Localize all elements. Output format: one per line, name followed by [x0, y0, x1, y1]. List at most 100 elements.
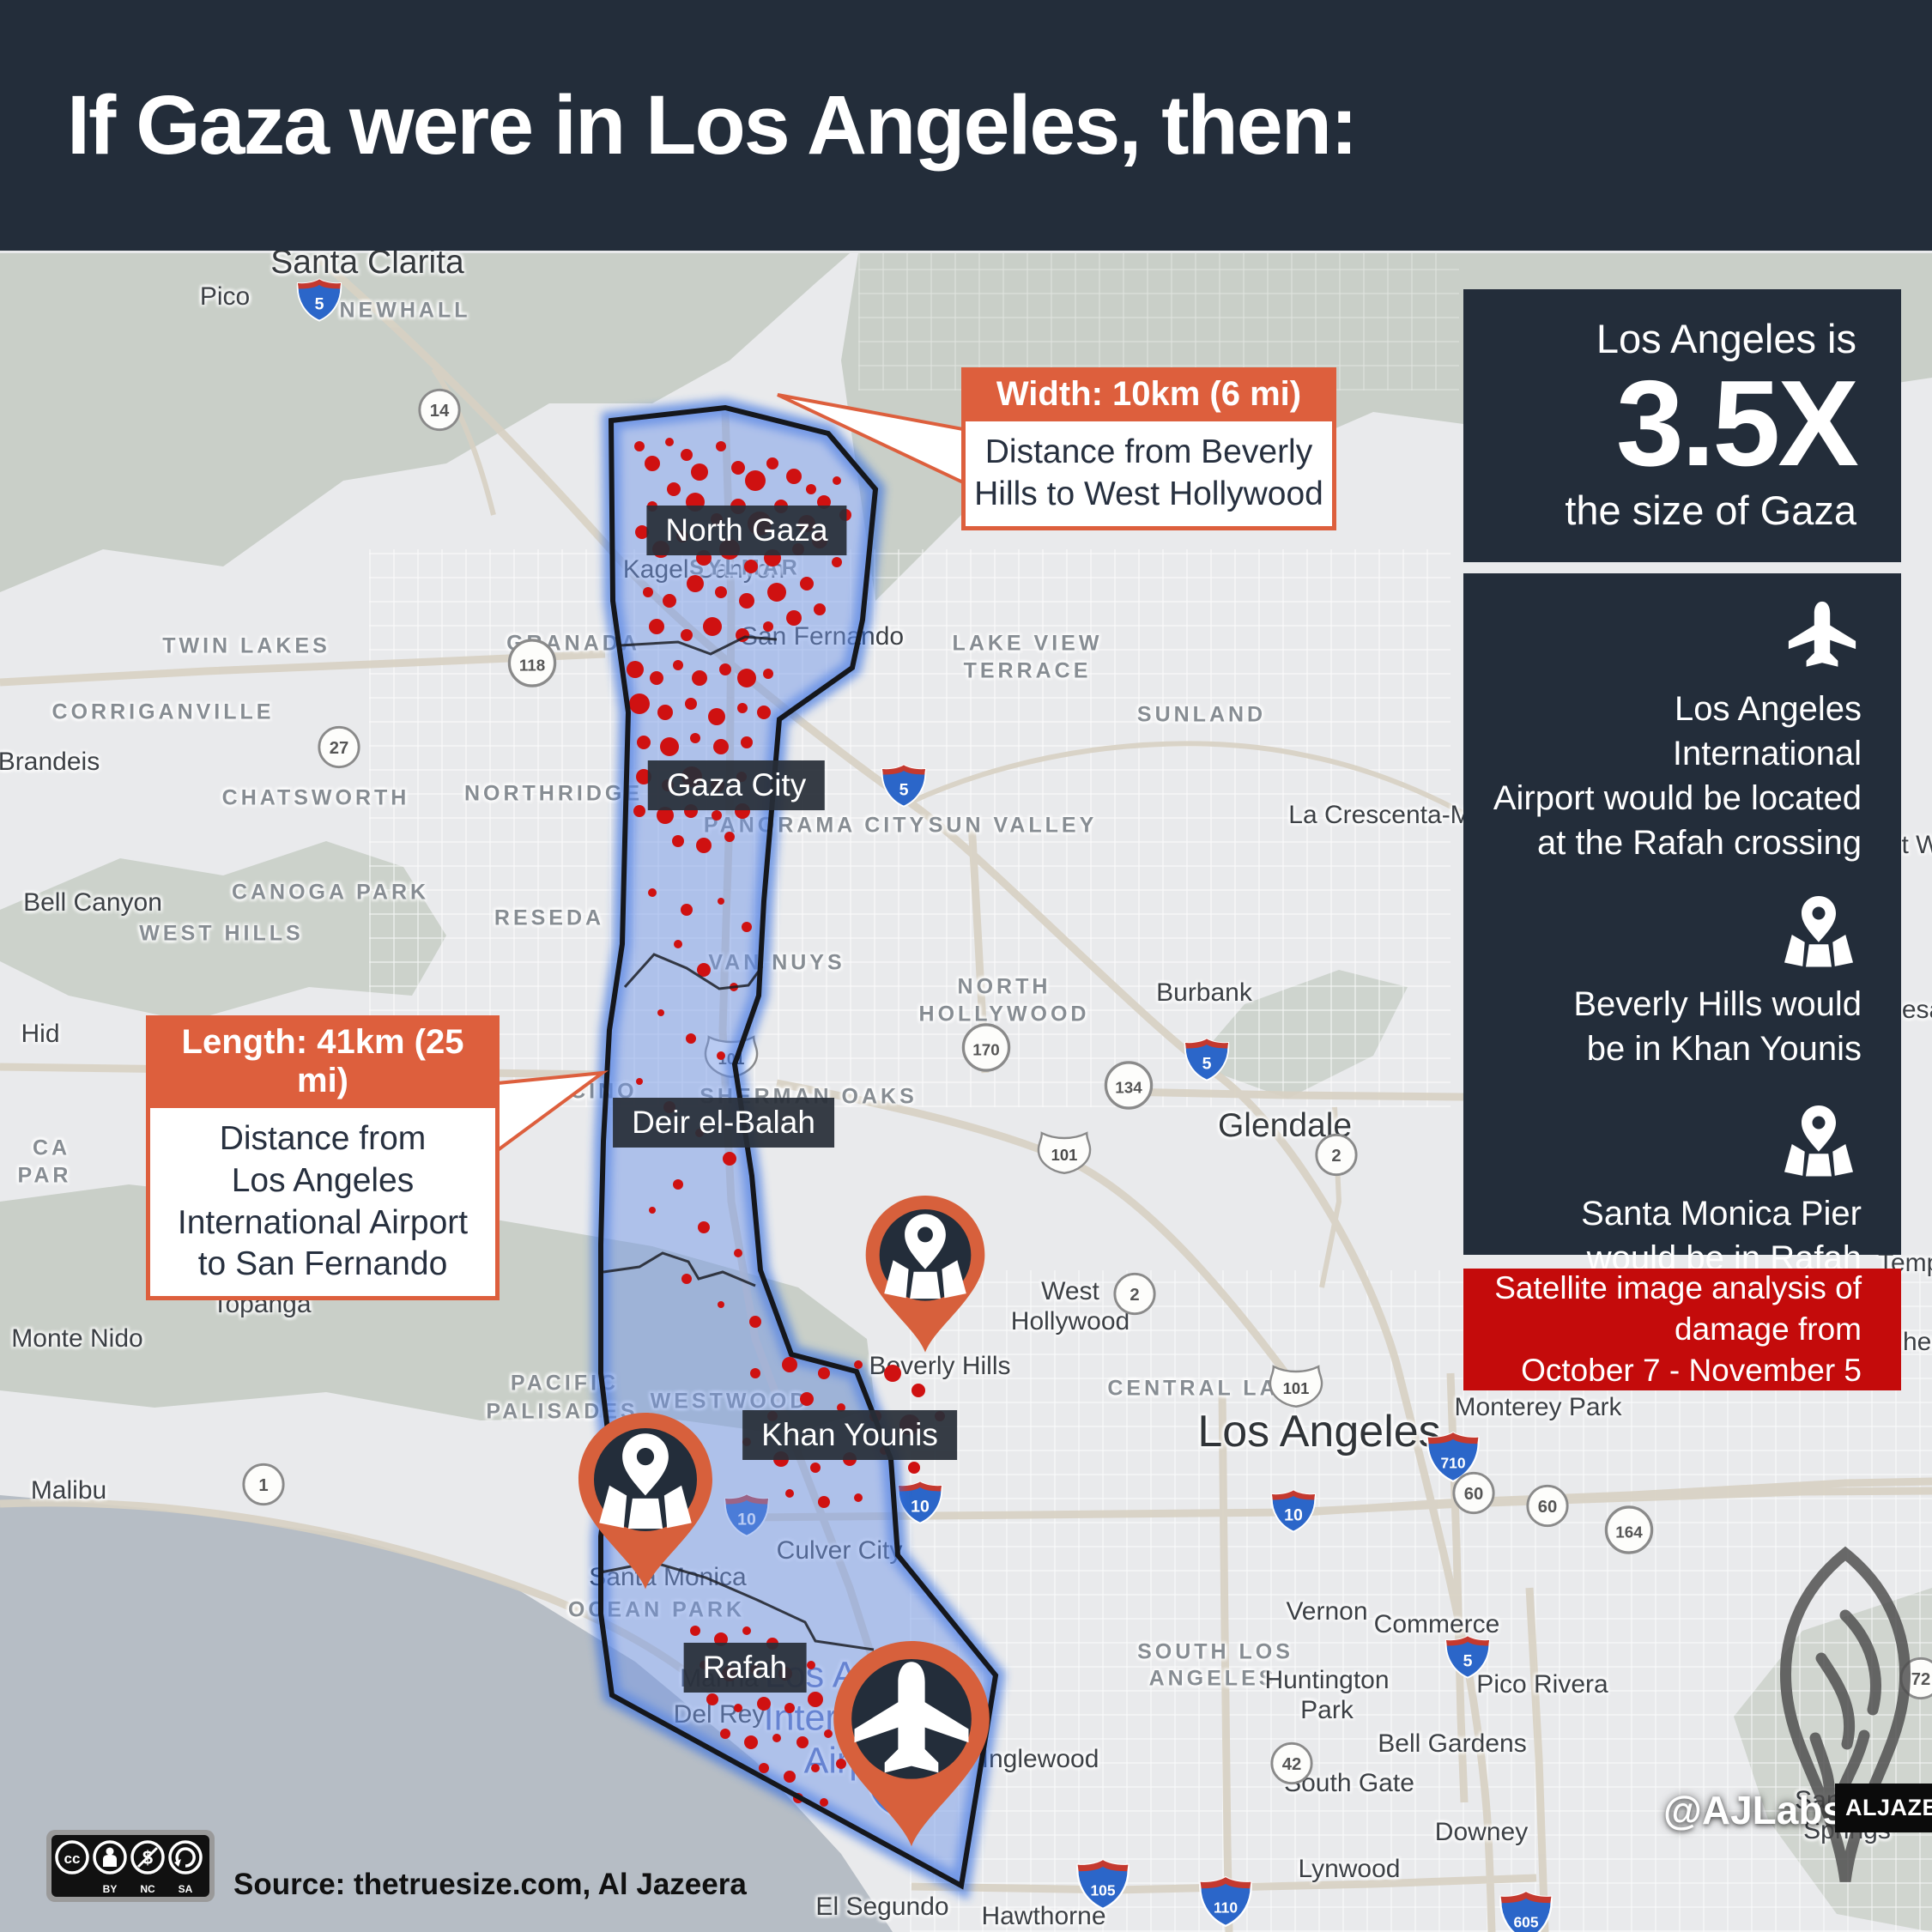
map-label: Lynwood	[1298, 1855, 1401, 1883]
svg-text:10: 10	[911, 1498, 930, 1517]
map-label: CHATSWORTH	[221, 785, 410, 810]
svg-text:2: 2	[1331, 1147, 1341, 1166]
route-shield: 134	[1102, 1059, 1155, 1117]
map-label: El Segundo	[815, 1893, 949, 1921]
map-label: Culver City	[777, 1536, 903, 1566]
region-label: Deir el-Balah	[613, 1098, 834, 1148]
map-label: RESEDA	[494, 905, 605, 930]
region-label: Gaza City	[647, 760, 826, 810]
license-sa-label: SA	[179, 1883, 193, 1895]
size-fact-prefix: Los Angeles is	[1596, 316, 1856, 361]
map-label: Inglewood	[981, 1745, 1099, 1773]
svg-text:134: 134	[1115, 1078, 1142, 1096]
width-callout: Width: 10km (6 mi) Distance from Beverly…	[961, 367, 1336, 530]
route-shield: 60	[1524, 1483, 1571, 1534]
map-label: Hawthorne	[981, 1902, 1106, 1930]
map-label: LAKE VIEW	[952, 631, 1103, 656]
map-pin-marker	[821, 1641, 1002, 1852]
map-label: Vernon	[1286, 1597, 1368, 1626]
svg-text:72: 72	[1911, 1670, 1931, 1689]
route-shield: 605	[1498, 1890, 1554, 1932]
map-label: Downey	[1434, 1818, 1529, 1846]
map-label: Hid	[21, 1020, 60, 1048]
map-label: West	[1041, 1277, 1099, 1305]
route-shield: 27	[316, 724, 362, 775]
svg-text:42: 42	[1282, 1755, 1302, 1774]
route-shield: 10	[723, 1493, 771, 1542]
cc-license-badge: cc $ BY NC SA	[46, 1830, 215, 1902]
source-attribution: Source: thetruesize.com, Al Jazeera	[233, 1868, 747, 1901]
svg-text:710: 710	[1440, 1455, 1465, 1472]
map-pin-icon	[1776, 1097, 1862, 1183]
svg-text:60: 60	[1464, 1485, 1484, 1504]
map-label: NORTH	[957, 974, 1051, 999]
svg-text:5: 5	[899, 781, 909, 800]
svg-text:164: 164	[1615, 1523, 1643, 1541]
svg-text:101: 101	[1051, 1146, 1078, 1164]
route-shield: 42	[1269, 1741, 1315, 1791]
svg-text:5: 5	[1463, 1652, 1473, 1671]
map-label: Monterey Park	[1454, 1393, 1622, 1421]
map-label: WESTWOOD	[651, 1390, 809, 1414]
sa-icon	[168, 1840, 203, 1874]
route-shield: 110	[1197, 1875, 1254, 1932]
map-label: WEST HILLS	[139, 921, 304, 946]
region-label: Rafah	[683, 1643, 807, 1693]
route-shield: 2	[1111, 1271, 1158, 1322]
svg-text:105: 105	[1090, 1882, 1115, 1899]
map-pin-marker	[857, 1196, 994, 1358]
svg-text:118: 118	[519, 656, 545, 674]
map-label: SUN VALLEY	[928, 813, 1098, 838]
aljazeera-brand-logo: ALJAZEERA	[1835, 1784, 1932, 1832]
route-shield: 101	[1037, 1130, 1092, 1180]
map-pin-icon	[1776, 887, 1862, 973]
nc-icon	[130, 1840, 165, 1874]
width-callout-body: Distance from Beverly Hills to West Holl…	[961, 421, 1336, 530]
map-label: Hollywood	[1010, 1307, 1130, 1335]
map-label: hea	[1902, 1328, 1932, 1356]
route-shield: 1	[240, 1462, 287, 1512]
map-label: Pico Rivera	[1476, 1670, 1608, 1699]
length-callout: Length: 41km (25 mi) Distance from Los A…	[146, 1015, 500, 1300]
fact-santa-monica: Santa Monica Pier would be in Rafah	[1581, 1195, 1862, 1277]
fact-beverly-hills: Beverly Hills would be in Khan Younis	[1573, 985, 1862, 1068]
map-label: CANOGA PARK	[231, 880, 430, 905]
svg-text:2: 2	[1130, 1286, 1139, 1305]
map-label: CORRIGANVILLE	[51, 700, 275, 724]
route-shield: 10	[1269, 1489, 1317, 1538]
map-label: Park	[1300, 1696, 1354, 1724]
width-callout-title: Width: 10km (6 mi)	[961, 367, 1336, 421]
map-label: Del Rey	[674, 1700, 766, 1729]
size-fact-suffix: the size of Gaza	[1565, 487, 1856, 533]
route-shield: 710	[1425, 1431, 1481, 1487]
svg-text:cc: cc	[64, 1850, 81, 1867]
length-callout-body: Distance from Los Angeles International …	[146, 1108, 500, 1300]
region-label: North Gaza	[646, 506, 847, 555]
attribution-icon	[93, 1840, 127, 1874]
route-shield: 105	[1075, 1858, 1131, 1915]
cc-icon	[55, 1840, 89, 1874]
map-label: Bell Canyon	[23, 888, 162, 917]
map-label: Bell Gardens	[1378, 1729, 1527, 1758]
svg-text:27: 27	[330, 739, 349, 758]
license-nc-label: NC	[140, 1883, 155, 1895]
route-shield: 10	[896, 1481, 944, 1529]
route-shield: 118	[506, 637, 559, 694]
map-label: TWIN LAKES	[162, 633, 330, 658]
map-label: ANGELES	[1148, 1666, 1277, 1691]
page-title: If Gaza were in Los Angeles, then:	[67, 78, 1358, 172]
svg-text:170: 170	[972, 1040, 999, 1058]
header-bar: If Gaza were in Los Angeles, then:	[0, 0, 1932, 251]
size-comparison-panel: Los Angeles is 3.5X the size of Gaza	[1463, 289, 1901, 562]
ajlabs-credit: @AJLabs	[1663, 1788, 1845, 1832]
map-label: SOUTH LOS	[1137, 1639, 1293, 1664]
satellite-note-panel: Satellite image analysis of damage from …	[1463, 1269, 1901, 1390]
route-shield: 60	[1451, 1470, 1497, 1521]
airplane-icon	[1783, 596, 1862, 675]
map-label: Los Angeles	[1197, 1407, 1441, 1457]
map-label: PAR	[17, 1163, 72, 1188]
map-label: VAN NUYS	[708, 950, 845, 975]
route-shield: 101	[1269, 1363, 1323, 1414]
map-label: esa	[1901, 996, 1932, 1024]
